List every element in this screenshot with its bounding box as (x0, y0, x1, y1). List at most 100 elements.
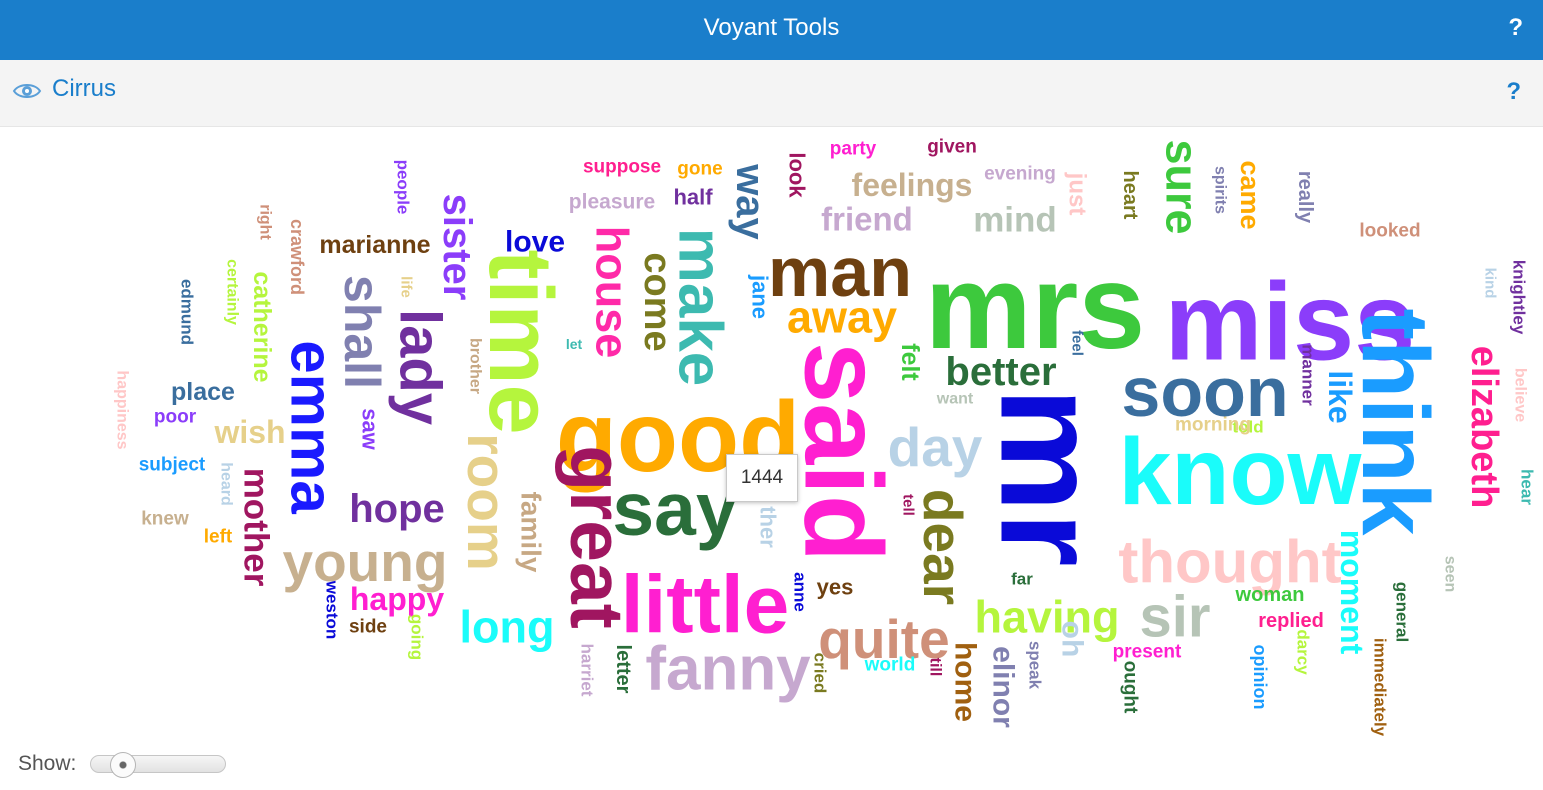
cloud-word-present[interactable]: present (1113, 642, 1182, 663)
cloud-word-jane[interactable]: jane (748, 274, 773, 319)
cloud-word-fanny[interactable]: fanny (645, 635, 811, 704)
cloud-word-mr[interactable]: mr (972, 388, 1129, 567)
cloud-word-suppose[interactable]: suppose (583, 157, 661, 178)
cloud-word-left[interactable]: left (204, 527, 233, 548)
cloud-word-till[interactable]: till (927, 658, 944, 677)
cloud-word-cried[interactable]: cried (811, 653, 830, 694)
cloud-word-side[interactable]: side (349, 617, 387, 638)
cloud-word-friend[interactable]: friend (821, 201, 913, 238)
cloud-word-poor[interactable]: poor (154, 407, 197, 428)
cloud-word-happiness[interactable]: happiness (114, 370, 131, 449)
cloud-word-heard[interactable]: heard (218, 462, 235, 506)
cloud-word-people[interactable]: people (394, 160, 413, 215)
cloud-word-ther[interactable]: ther (756, 506, 781, 548)
cloud-word-immediately[interactable]: immediately (1371, 638, 1390, 737)
cloud-word-sister[interactable]: sister (435, 194, 479, 301)
cloud-word-saw[interactable]: saw (358, 408, 383, 450)
cloud-word-dear[interactable]: dear (912, 489, 974, 605)
cloud-word-oh[interactable]: oh (1056, 621, 1089, 658)
cloud-word-really[interactable]: really (1294, 171, 1316, 224)
cloud-word-come[interactable]: come (636, 252, 678, 351)
cloud-word-subject[interactable]: subject (139, 455, 206, 476)
cloud-word-little[interactable]: little (621, 560, 790, 651)
cloud-word-kind[interactable]: kind (1482, 268, 1499, 299)
panel-help-icon[interactable]: ? (1506, 78, 1521, 105)
cloud-word-quite[interactable]: quite (818, 608, 949, 670)
cloud-word-believe[interactable]: believe (1512, 368, 1529, 422)
cloud-word-darcy[interactable]: darcy (1294, 629, 1313, 675)
cloud-word-house[interactable]: house (587, 226, 638, 359)
cloud-word-harriet[interactable]: harriet (578, 644, 597, 697)
cloud-word-emma[interactable]: emma (279, 340, 346, 514)
cloud-word-heart[interactable]: heart (1119, 171, 1141, 220)
cloud-word-weston[interactable]: weston (323, 580, 342, 640)
cloud-word-think[interactable]: think (1342, 309, 1448, 536)
cloud-word-away[interactable]: away (787, 292, 897, 343)
cloud-word-knew[interactable]: knew (141, 509, 189, 530)
cloud-word-room[interactable]: room (456, 433, 518, 571)
cloud-word-feelings[interactable]: feelings (852, 167, 973, 203)
cloud-word-just[interactable]: just (1064, 172, 1091, 216)
cloud-word-looked[interactable]: looked (1359, 221, 1420, 242)
cloud-word-mrs[interactable]: mrs (925, 240, 1145, 374)
cloud-word-far[interactable]: far (1011, 570, 1033, 589)
cloud-word-shall[interactable]: shall (334, 275, 390, 389)
cloud-word-catherine[interactable]: catherine (248, 271, 276, 382)
cloud-word-came[interactable]: came (1235, 160, 1265, 229)
cloud-word-elinor[interactable]: elinor (987, 646, 1020, 728)
cloud-word-know[interactable]: know (1119, 419, 1363, 525)
cloud-word-family[interactable]: family (516, 492, 547, 573)
cloud-word-replied[interactable]: replied (1258, 610, 1324, 632)
cloud-word-life[interactable]: life (398, 276, 415, 298)
cloud-word-general[interactable]: general (1393, 582, 1412, 642)
cloud-word-thought[interactable]: thought (1118, 529, 1341, 596)
cloud-word-mind[interactable]: mind (973, 201, 1057, 240)
cloud-word-gone[interactable]: gone (677, 159, 722, 180)
cloud-word-moment[interactable]: moment (1334, 530, 1370, 655)
cloud-word-young[interactable]: young (283, 531, 448, 593)
cloud-word-given[interactable]: given (927, 137, 977, 158)
cloud-word-certainly[interactable]: certainly (224, 259, 241, 325)
cloud-word-day[interactable]: day (888, 416, 983, 478)
cloud-word-long[interactable]: long (460, 602, 555, 653)
cloud-word-anne[interactable]: anne (791, 572, 810, 612)
cloud-word-seen[interactable]: seen (1442, 556, 1459, 592)
cloud-word-half[interactable]: half (673, 185, 713, 210)
cloud-word-home[interactable]: home (949, 642, 982, 722)
cloud-word-knightley[interactable]: knightley (1510, 260, 1529, 335)
cloud-word-edmund[interactable]: edmund (178, 279, 197, 345)
cloud-word-spirits[interactable]: spirits (1212, 166, 1229, 214)
cloud-word-lady[interactable]: lady (388, 309, 453, 425)
cloud-word-world[interactable]: world (864, 655, 916, 676)
cloud-word-brother[interactable]: brother (467, 338, 484, 394)
cloud-word-woman[interactable]: woman (1235, 584, 1305, 606)
cloud-word-wish[interactable]: wish (213, 414, 285, 450)
cloud-word-mother[interactable]: mother (237, 468, 276, 587)
cloud-word-having[interactable]: having (974, 592, 1119, 643)
cloud-word-evening[interactable]: evening (984, 164, 1056, 185)
cloud-word-morning[interactable]: morning (1175, 415, 1251, 436)
cloud-word-speak[interactable]: speak (1026, 641, 1045, 690)
cloud-word-hear[interactable]: hear (1518, 469, 1537, 505)
cloud-word-like[interactable]: like (1322, 370, 1358, 423)
cloud-word-felt[interactable]: felt (896, 343, 924, 381)
cloud-word-tell[interactable]: tell (900, 494, 917, 516)
cloud-word-marianne[interactable]: marianne (319, 231, 430, 259)
cloud-word-place[interactable]: place (171, 378, 235, 406)
cloud-word-sir[interactable]: sir (1140, 585, 1211, 650)
cloud-word-time[interactable]: time (470, 249, 570, 434)
app-help-icon[interactable]: ? (1508, 14, 1523, 41)
eye-icon[interactable] (12, 79, 42, 103)
cloud-word-feel[interactable]: feel (1069, 330, 1086, 356)
cloud-word-letter[interactable]: letter (612, 645, 634, 694)
cloud-word-let[interactable]: let (566, 336, 583, 352)
cloud-word-look[interactable]: look (785, 152, 810, 198)
cloud-word-soon[interactable]: soon (1121, 353, 1288, 431)
cloud-word-elizabeth[interactable]: elizabeth (1463, 346, 1505, 509)
cloud-word-hope[interactable]: hope (349, 487, 445, 531)
cloud-word-great[interactable]: great (555, 445, 639, 628)
cloud-word-man[interactable]: man (768, 233, 912, 311)
cloud-word-make[interactable]: make (666, 228, 735, 387)
cloud-word-going[interactable]: going (408, 614, 427, 660)
cloud-word-ought[interactable]: ought (1120, 661, 1141, 714)
